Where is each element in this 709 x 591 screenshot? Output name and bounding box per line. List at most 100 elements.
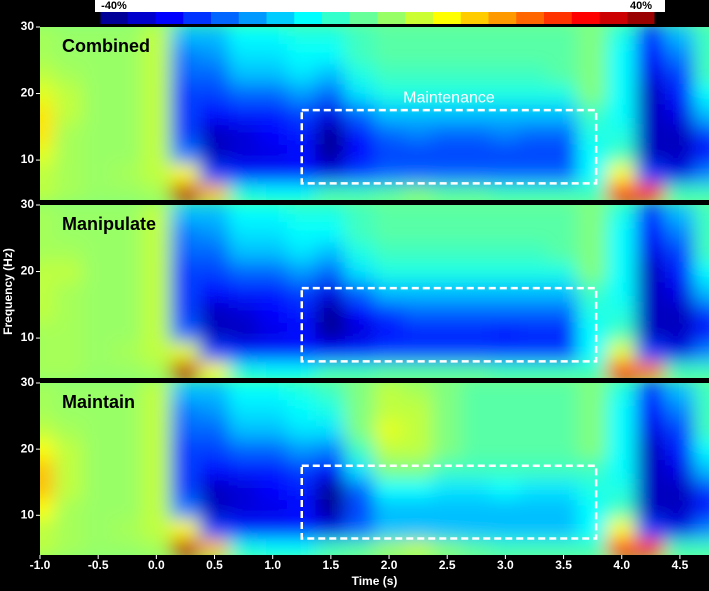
heatmap-cell xyxy=(548,478,579,500)
heatmap-cell xyxy=(141,221,172,243)
heatmap-cell xyxy=(141,418,172,440)
heatmap-cell xyxy=(54,498,85,520)
heatmap-cell xyxy=(548,261,579,283)
heatmap-cell xyxy=(693,27,709,45)
heatmap-cell xyxy=(635,27,666,45)
heatmap-cell xyxy=(112,261,143,283)
heatmap-cell xyxy=(141,27,172,45)
heatmap-cell xyxy=(199,122,230,144)
heatmap-cell xyxy=(577,27,608,45)
heatmap-cell xyxy=(490,399,521,420)
heatmap-cell xyxy=(490,43,521,65)
heatmap-cell xyxy=(461,360,492,378)
heatmap-cell xyxy=(83,261,114,283)
heatmap-cell xyxy=(635,518,666,539)
heatmap-cell xyxy=(548,399,579,420)
heatmap-cell xyxy=(519,221,550,243)
heatmap-cell xyxy=(344,300,375,322)
y-tick-label: 10 xyxy=(21,507,35,521)
heatmap-cell xyxy=(228,27,259,45)
heatmap-cell xyxy=(664,83,695,105)
heatmap-cell xyxy=(315,221,346,243)
heatmap-cell xyxy=(490,261,521,283)
heatmap-cell xyxy=(403,458,434,480)
heatmap-cell xyxy=(635,281,666,302)
heatmap-cell xyxy=(257,27,288,45)
heatmap-cell xyxy=(606,103,637,124)
heatmap-cell xyxy=(286,83,317,105)
heatmap-cell xyxy=(83,63,114,85)
colorbar-step xyxy=(349,12,378,24)
heatmap-cell xyxy=(403,360,434,378)
heatmap-cell xyxy=(112,498,143,520)
heatmap-cell xyxy=(83,43,114,65)
heatmap-cell xyxy=(606,241,637,263)
heatmap-cell xyxy=(344,182,375,200)
heatmap-cell xyxy=(40,83,56,105)
x-axis-label: Time (s) xyxy=(352,574,398,588)
heatmap-cell xyxy=(519,205,550,223)
heatmap-cell xyxy=(112,142,143,164)
heatmap-cell xyxy=(461,142,492,164)
heatmap-cell xyxy=(40,438,56,460)
heatmap-cell xyxy=(548,182,579,200)
colorbar-step xyxy=(488,12,517,24)
heatmap-cell xyxy=(40,399,56,420)
heatmap-cell xyxy=(664,27,695,45)
y-tick-label: 30 xyxy=(21,375,35,389)
heatmap-cell xyxy=(141,241,172,263)
heatmap-cell xyxy=(54,360,85,378)
heatmap-cell xyxy=(40,537,56,555)
heatmap-cell xyxy=(170,221,201,243)
heatmap-cell xyxy=(461,281,492,302)
heatmap-cell xyxy=(83,142,114,164)
heatmap-cell xyxy=(374,261,405,283)
heatmap-cell xyxy=(432,478,463,500)
heatmap-cell xyxy=(606,162,637,184)
heatmap-cell xyxy=(432,458,463,480)
heatmap-cell xyxy=(577,399,608,420)
heatmap-cell xyxy=(257,205,288,223)
heatmap-cell xyxy=(548,320,579,342)
heatmap-cell xyxy=(577,281,608,302)
heatmap-cell xyxy=(461,300,492,322)
heatmap-cell xyxy=(461,320,492,342)
heatmap-cell xyxy=(693,360,709,378)
heatmap-cell xyxy=(83,383,114,401)
colorbar-step xyxy=(405,12,434,24)
heatmap-cell xyxy=(519,261,550,283)
heatmap-cell xyxy=(315,281,346,302)
heatmap-cell xyxy=(40,142,56,164)
heatmap-cell xyxy=(54,142,85,164)
heatmap-cell xyxy=(344,537,375,555)
y-tick-label: 30 xyxy=(21,197,35,211)
heatmap-cell xyxy=(40,320,56,342)
heatmap-cell xyxy=(374,383,405,401)
heatmap-cell xyxy=(286,399,317,420)
heatmap-cell xyxy=(432,498,463,520)
heatmap-cell xyxy=(170,162,201,184)
heatmap-cell xyxy=(635,360,666,378)
heatmap-cell xyxy=(519,418,550,440)
heatmap-cell xyxy=(519,103,550,124)
heatmap-cell xyxy=(83,182,114,200)
heatmap-cell xyxy=(519,63,550,85)
heatmap-cell xyxy=(257,162,288,184)
heatmap-cell xyxy=(170,320,201,342)
heatmap-cell xyxy=(83,518,114,539)
heatmap-cell xyxy=(83,438,114,460)
heatmap-cell xyxy=(54,458,85,480)
heatmap-cell xyxy=(693,182,709,200)
heatmap-cell xyxy=(315,27,346,45)
heatmap-cell xyxy=(606,83,637,105)
heatmap-cell xyxy=(374,537,405,555)
heatmap-cell xyxy=(693,458,709,480)
heatmap-cell xyxy=(635,205,666,223)
heatmap-cell xyxy=(286,205,317,223)
heatmap-cell xyxy=(141,142,172,164)
heatmap-cell xyxy=(577,122,608,144)
heatmap-cell xyxy=(228,383,259,401)
heatmap-cell xyxy=(577,360,608,378)
heatmap-cell xyxy=(344,399,375,420)
heatmap-cell xyxy=(54,537,85,555)
